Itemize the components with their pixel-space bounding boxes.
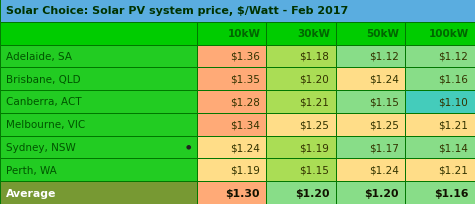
- Bar: [197, 45, 266, 68]
- Text: $1.35: $1.35: [230, 74, 260, 84]
- Text: $1.18: $1.18: [299, 52, 329, 62]
- Text: Solar Choice: Solar PV system price, $/Watt - Feb 2017: Solar Choice: Solar PV system price, $/W…: [6, 6, 348, 16]
- Bar: [266, 23, 336, 45]
- Bar: [336, 91, 405, 113]
- Text: $1.16: $1.16: [434, 188, 468, 198]
- Text: $1.25: $1.25: [369, 120, 399, 130]
- Text: 10kW: 10kW: [228, 29, 261, 39]
- Bar: [336, 23, 405, 45]
- Bar: [336, 136, 405, 159]
- Text: $1.19: $1.19: [230, 165, 260, 175]
- Bar: [197, 91, 266, 113]
- Bar: [405, 113, 475, 136]
- Text: Adelaide, SA: Adelaide, SA: [6, 52, 72, 62]
- Bar: [266, 68, 336, 91]
- Text: $1.36: $1.36: [230, 52, 260, 62]
- Bar: [405, 159, 475, 181]
- Bar: [197, 23, 266, 45]
- Bar: [266, 159, 336, 181]
- Bar: [336, 181, 405, 204]
- Text: $1.14: $1.14: [438, 142, 468, 152]
- Text: $1.16: $1.16: [438, 74, 468, 84]
- Bar: [336, 68, 405, 91]
- Bar: [197, 159, 266, 181]
- Text: 100kW: 100kW: [429, 29, 469, 39]
- Text: Melbourne, VIC: Melbourne, VIC: [6, 120, 85, 130]
- Bar: [405, 23, 475, 45]
- Bar: [405, 68, 475, 91]
- Text: $1.20: $1.20: [364, 188, 399, 198]
- Text: Sydney, NSW: Sydney, NSW: [6, 142, 76, 152]
- Text: 30kW: 30kW: [297, 29, 330, 39]
- Text: Canberra, ACT: Canberra, ACT: [6, 97, 81, 107]
- Bar: [405, 91, 475, 113]
- Text: $1.21: $1.21: [438, 165, 468, 175]
- Bar: [266, 113, 336, 136]
- Bar: [0, 159, 197, 181]
- Bar: [0, 91, 197, 113]
- Text: $1.24: $1.24: [369, 165, 399, 175]
- Text: Brisbane, QLD: Brisbane, QLD: [6, 74, 80, 84]
- Bar: [336, 113, 405, 136]
- Text: 50kW: 50kW: [367, 29, 399, 39]
- Text: $1.20: $1.20: [299, 74, 329, 84]
- Bar: [0, 23, 197, 45]
- Bar: [0, 113, 197, 136]
- Bar: [405, 45, 475, 68]
- Bar: [197, 113, 266, 136]
- Text: $1.10: $1.10: [438, 97, 468, 107]
- Bar: [336, 159, 405, 181]
- Text: $1.12: $1.12: [438, 52, 468, 62]
- Text: $1.24: $1.24: [369, 74, 399, 84]
- Text: $1.19: $1.19: [299, 142, 329, 152]
- Bar: [266, 181, 336, 204]
- Bar: [405, 181, 475, 204]
- Bar: [197, 68, 266, 91]
- Bar: [405, 136, 475, 159]
- Text: $1.30: $1.30: [225, 188, 260, 198]
- Text: $1.17: $1.17: [369, 142, 399, 152]
- Bar: [266, 45, 336, 68]
- Bar: [197, 181, 266, 204]
- Text: $1.25: $1.25: [299, 120, 329, 130]
- Text: $1.34: $1.34: [230, 120, 260, 130]
- Text: $1.21: $1.21: [438, 120, 468, 130]
- Text: $1.24: $1.24: [230, 142, 260, 152]
- Bar: [0, 136, 197, 159]
- Text: $1.15: $1.15: [299, 165, 329, 175]
- Text: $1.28: $1.28: [230, 97, 260, 107]
- Bar: [0, 0, 475, 23]
- Text: $1.15: $1.15: [369, 97, 399, 107]
- Bar: [0, 181, 197, 204]
- Text: Perth, WA: Perth, WA: [6, 165, 57, 175]
- Text: $1.12: $1.12: [369, 52, 399, 62]
- Bar: [197, 136, 266, 159]
- Bar: [266, 91, 336, 113]
- Bar: [0, 45, 197, 68]
- Bar: [0, 68, 197, 91]
- Text: $1.21: $1.21: [299, 97, 329, 107]
- Bar: [336, 45, 405, 68]
- Bar: [266, 136, 336, 159]
- Text: Average: Average: [6, 188, 56, 198]
- Text: $1.20: $1.20: [294, 188, 329, 198]
- Text: ●: ●: [186, 144, 191, 149]
